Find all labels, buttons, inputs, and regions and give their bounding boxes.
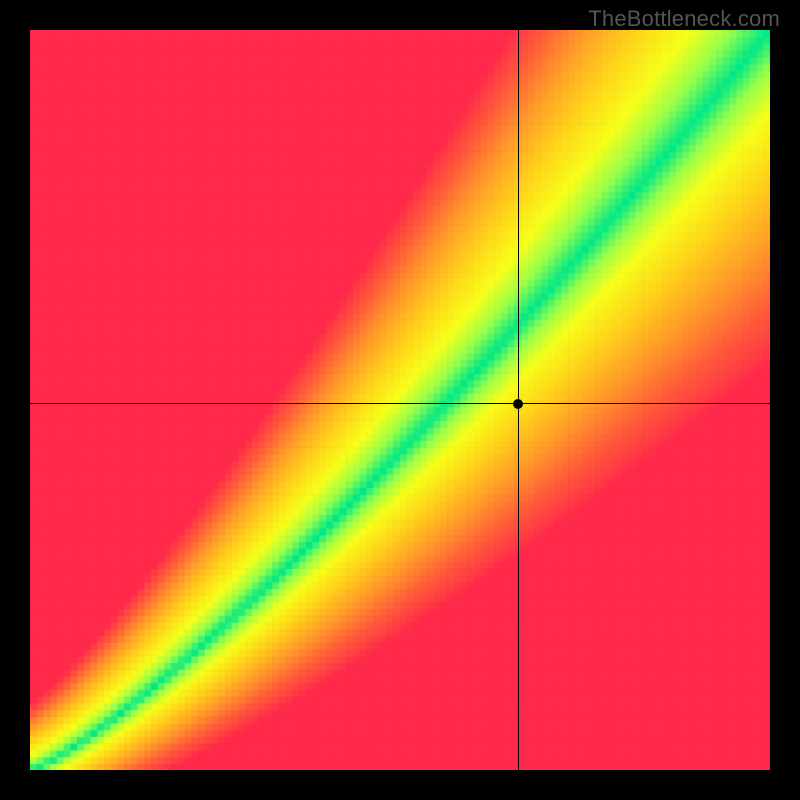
heatmap-canvas (30, 30, 770, 770)
chart-container: TheBottleneck.com (0, 0, 800, 800)
plot-area (30, 30, 770, 770)
crosshair-marker (513, 399, 523, 409)
crosshair-horizontal (30, 403, 770, 405)
watermark-text: TheBottleneck.com (588, 6, 780, 32)
